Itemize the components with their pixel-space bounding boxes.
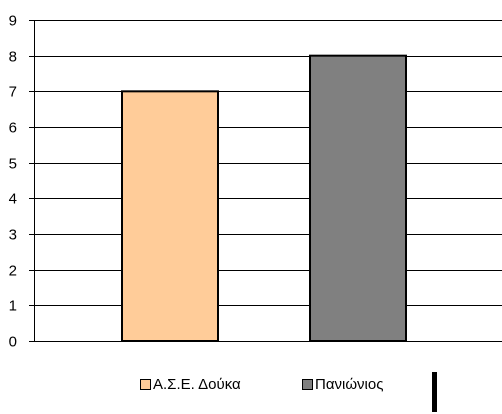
bars [121,54,407,343]
y-tick-label: 0 [9,334,17,351]
y-axis-ticks: 0 1 2 3 4 5 6 7 8 9 [9,13,34,351]
y-tick-label: 8 [9,49,17,66]
y-tick-label: 3 [9,227,17,244]
bar-0 [121,90,219,343]
y-tick-label: 4 [9,191,17,208]
bar-1 [309,54,407,343]
y-tick-label: 7 [9,84,17,101]
legend: Α.Σ.Ε. Δούκα Πανιώνιος [0,376,502,400]
legend-label-panionios: Πανιώνιος [315,376,384,393]
legend-swatch-asE-douka [140,379,151,390]
y-tick-label: 9 [9,13,17,30]
legend-item-asE-douka: Α.Σ.Ε. Δούκα [140,376,241,393]
y-tick-label: 1 [9,298,17,315]
legend-swatch-panionios [302,379,313,390]
y-tick-label: 2 [9,263,17,280]
legend-label-asE-douka: Α.Σ.Ε. Δούκα [153,376,241,393]
y-tick-label: 5 [9,156,17,173]
legend-edge-bar [432,372,437,412]
gridlines [34,20,502,342]
legend-item-panionios: Πανιώνιος [302,376,383,393]
bar-chart: 0 1 2 3 4 5 6 7 8 9 [9,13,502,351]
y-tick-label: 6 [9,120,17,137]
